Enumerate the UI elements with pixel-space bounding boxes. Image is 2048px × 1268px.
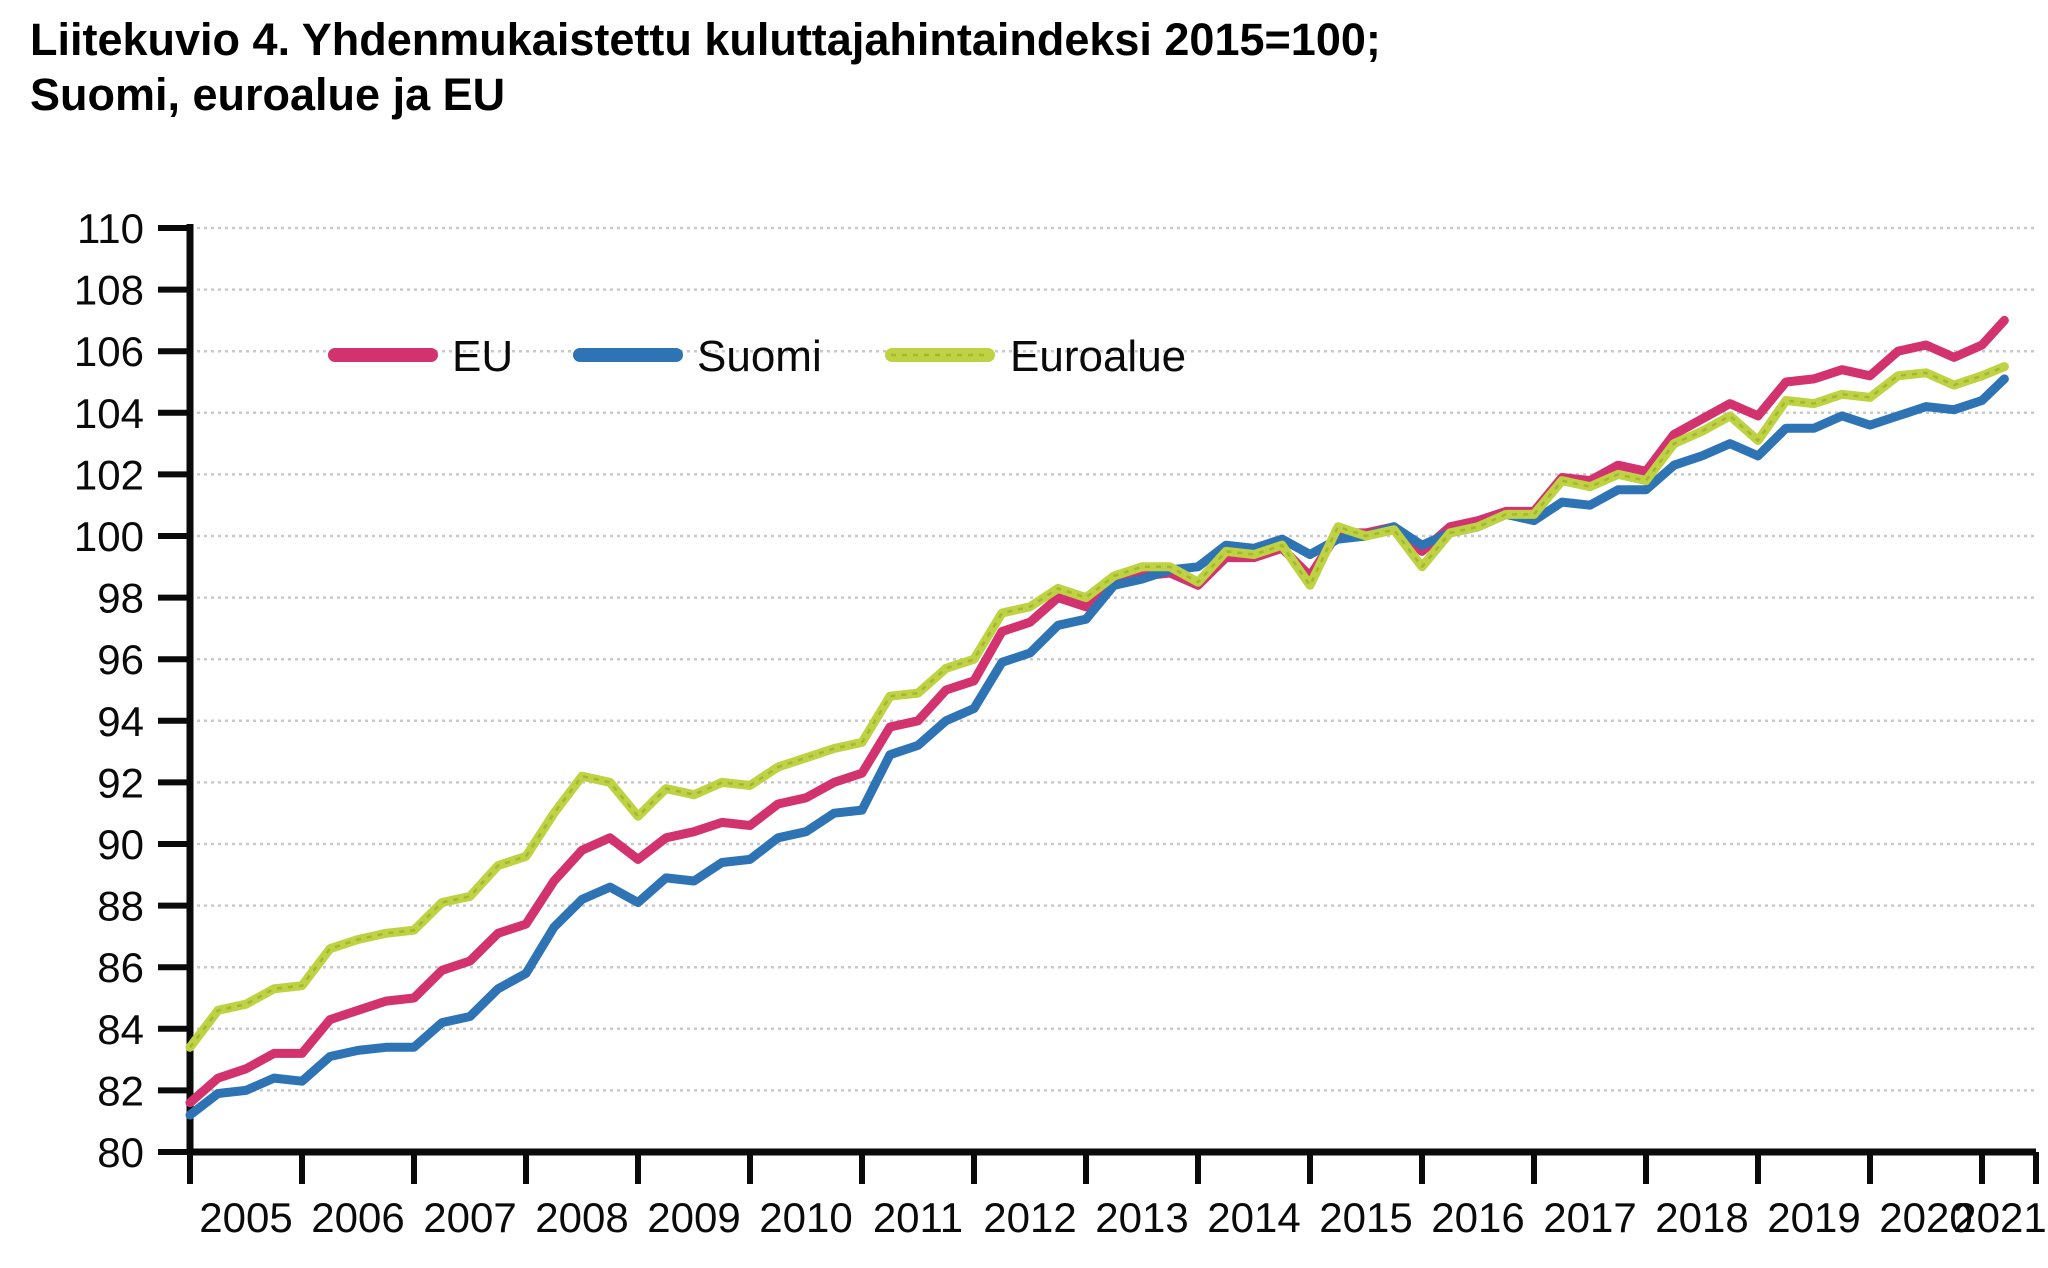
series-line-eu: [185, 315, 2009, 1108]
y-tick-label: 80: [97, 1129, 144, 1176]
y-tick-label: 88: [97, 883, 144, 930]
x-tick-label: 2006: [311, 1194, 404, 1241]
y-tick-label: 96: [97, 636, 144, 683]
y-tick-label: 94: [97, 698, 144, 745]
y-tick-label: 102: [74, 451, 144, 498]
y-tick-label: 104: [74, 390, 144, 437]
x-tick-label: 2016: [1431, 1194, 1524, 1241]
y-tick-label: 86: [97, 944, 144, 991]
y-tick-label: 100: [74, 513, 144, 560]
legend-swatch-eu: [328, 348, 438, 362]
y-tick-label: 108: [74, 267, 144, 314]
series-line-accent-euroalue: [189, 365, 2005, 1049]
series-line-euroalue: [185, 362, 2009, 1052]
x-tick-label: 2015: [1319, 1194, 1412, 1241]
y-tick-label: 98: [97, 575, 144, 622]
y-tick-label: 82: [97, 1067, 144, 1114]
legend-label-eu: EU: [452, 332, 513, 381]
x-tick-label: 2014: [1207, 1194, 1300, 1241]
x-tick-label: 2018: [1655, 1194, 1748, 1241]
series-line-suomi: [185, 374, 2009, 1120]
x-tick-label: 2021: [1953, 1194, 2046, 1241]
x-tick-label: 2010: [759, 1194, 852, 1241]
y-tick-label: 90: [97, 821, 144, 868]
x-tick-label: 2009: [647, 1194, 740, 1241]
chart-title-line2: Suomi, euroalue ja EU: [30, 69, 506, 120]
x-tick-label: 2007: [423, 1194, 516, 1241]
y-tick-label: 84: [97, 1006, 144, 1053]
x-tick-label: 2013: [1095, 1194, 1188, 1241]
legend-label-euroalue: Euroalue: [1010, 332, 1186, 381]
x-tick-label: 2017: [1543, 1194, 1636, 1241]
chart-title-line1: Liitekuvio 4. Yhdenmukaistettu kuluttaja…: [30, 14, 1381, 65]
x-tick-label: 2012: [983, 1194, 1076, 1241]
legend-label-suomi: Suomi: [697, 332, 822, 381]
chart-title: Liitekuvio 4. Yhdenmukaistettu kuluttaja…: [30, 12, 1381, 122]
x-tick-label: 2005: [199, 1194, 292, 1241]
y-tick-label: 110: [77, 205, 144, 252]
x-tick-label: 2019: [1767, 1194, 1860, 1241]
x-tick-label: 2008: [535, 1194, 628, 1241]
x-tick-label: 2020: [1879, 1194, 1972, 1241]
legend-swatch-suomi: [573, 348, 683, 362]
y-tick-label: 92: [97, 759, 144, 806]
y-tick-label: 106: [74, 328, 144, 375]
x-tick-label: 2011: [873, 1194, 963, 1241]
